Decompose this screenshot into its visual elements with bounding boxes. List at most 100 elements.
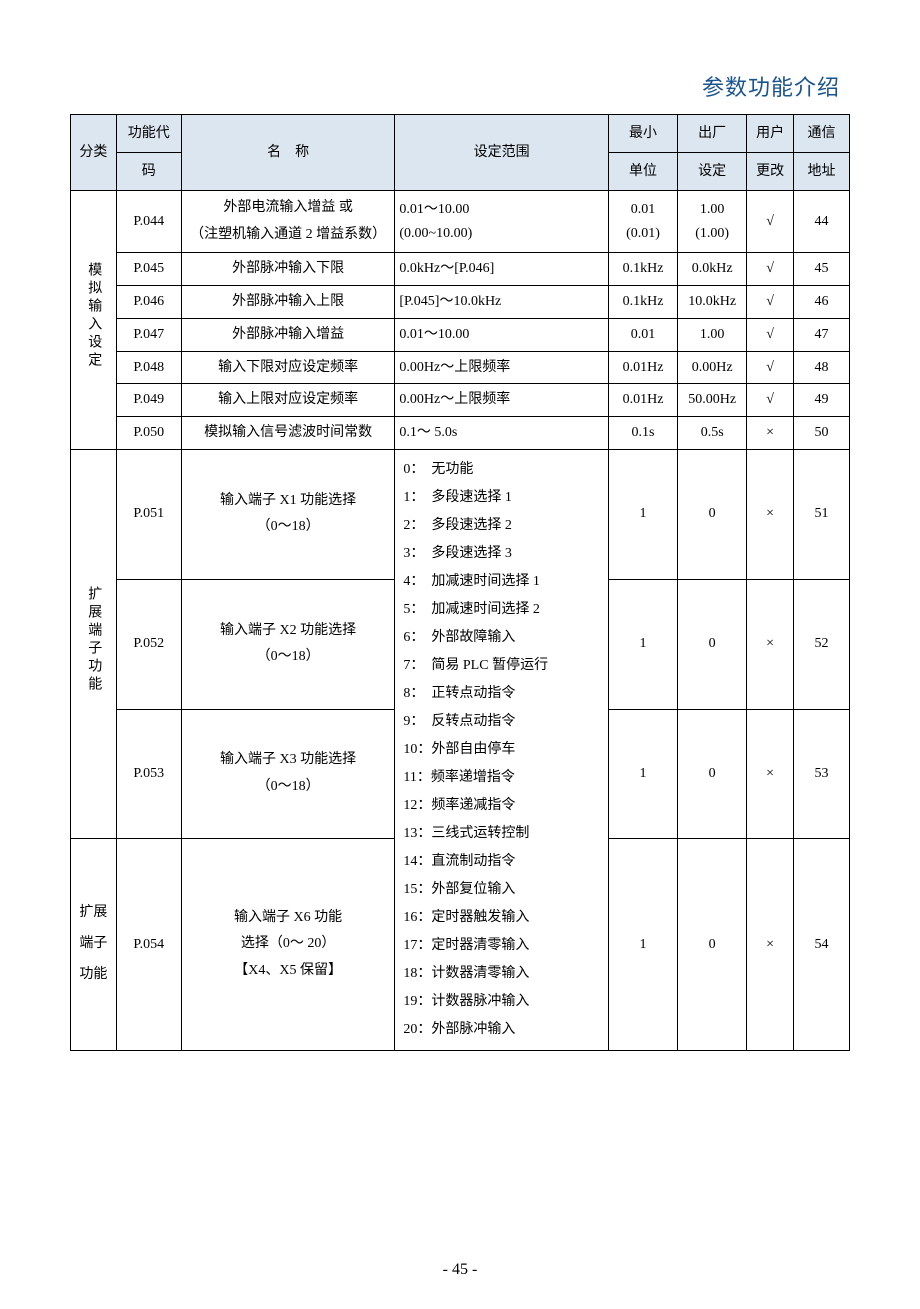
unit-cell: 0.01Hz	[608, 384, 677, 417]
range-cell: 0.0kHz～[P.046]	[395, 253, 609, 286]
code-cell: P.054	[116, 839, 181, 1051]
fact-cell: 10.0kHz	[678, 285, 747, 318]
code-cell: P.053	[116, 709, 181, 839]
user-cell: ×	[747, 839, 794, 1051]
name-cell: 输入端子 X3 功能选择 （0～18）	[181, 709, 395, 839]
name-cell: 输入端子 X6 功能 选择（0～ 20） 【X4、X5 保留】	[181, 839, 395, 1051]
unit-cell: 0.01	[608, 318, 677, 351]
addr-cell: 52	[794, 579, 850, 709]
table-row: 扩展端子功能 P.051 输入端子 X1 功能选择 （0～18） 0： 无功能 …	[71, 449, 850, 579]
range-cell: 0.01～10.00	[395, 318, 609, 351]
name-cell: 输入下限对应设定频率	[181, 351, 395, 384]
user-cell: √	[747, 384, 794, 417]
hdr-unit-l2: 单位	[608, 153, 677, 191]
hdr-user-l1: 用户	[747, 115, 794, 153]
hdr-category: 分类	[71, 115, 117, 191]
unit-cell: 1	[608, 449, 677, 579]
code-cell: P.050	[116, 417, 181, 450]
table-row: P.048 输入下限对应设定频率 0.00Hz～上限频率 0.01Hz 0.00…	[71, 351, 850, 384]
code-cell: P.048	[116, 351, 181, 384]
hdr-addr-l1: 通信	[794, 115, 850, 153]
category-ext-terminal: 扩展端子功能	[71, 449, 117, 838]
category-ext-terminal-2: 扩展 端子 功能	[71, 839, 117, 1051]
unit-cell: 0.1kHz	[608, 253, 677, 286]
user-cell: ×	[747, 579, 794, 709]
fact-cell: 0	[678, 709, 747, 839]
range-cell: 0.01～10.00 (0.00~10.00)	[395, 191, 609, 253]
user-cell: √	[747, 285, 794, 318]
name-cell: 输入端子 X2 功能选择 （0～18）	[181, 579, 395, 709]
range-cell: 0.00Hz～上限频率	[395, 351, 609, 384]
range-option-list: 0： 无功能 1： 多段速选择 1 2： 多段速选择 2 3： 多段速选择 3 …	[395, 449, 609, 1050]
table-row: 模拟输入设定 P.044 外部电流输入增益 或 （注塑机输入通道 2 增益系数）…	[71, 191, 850, 253]
fact-cell: 0	[678, 449, 747, 579]
user-cell: √	[747, 318, 794, 351]
table-row: P.050 模拟输入信号滤波时间常数 0.1～ 5.0s 0.1s 0.5s ×…	[71, 417, 850, 450]
addr-cell: 50	[794, 417, 850, 450]
unit-cell: 0.1kHz	[608, 285, 677, 318]
user-cell: √	[747, 253, 794, 286]
code-cell: P.049	[116, 384, 181, 417]
user-cell: ×	[747, 709, 794, 839]
addr-cell: 51	[794, 449, 850, 579]
user-cell: √	[747, 191, 794, 253]
code-cell: P.046	[116, 285, 181, 318]
hdr-name: 名 称	[181, 115, 395, 191]
fact-cell: 0.5s	[678, 417, 747, 450]
table-row: P.047 外部脉冲输入增益 0.01～10.00 0.01 1.00 √ 47	[71, 318, 850, 351]
fact-cell: 0.0kHz	[678, 253, 747, 286]
code-cell: P.045	[116, 253, 181, 286]
range-cell: [P.045]～10.0kHz	[395, 285, 609, 318]
table-header: 分类 功能代 名 称 设定范围 最小 出厂 用户 通信 码 单位 设定 更改 地…	[71, 115, 850, 191]
hdr-fact-l1: 出厂	[678, 115, 747, 153]
fact-cell: 0	[678, 579, 747, 709]
fact-cell: 0.00Hz	[678, 351, 747, 384]
hdr-code-l1: 功能代	[116, 115, 181, 153]
params-table: 分类 功能代 名 称 设定范围 最小 出厂 用户 通信 码 单位 设定 更改 地…	[70, 114, 850, 1051]
fact-cell: 0	[678, 839, 747, 1051]
hdr-code-l2: 码	[116, 153, 181, 191]
range-cell: 0.1～ 5.0s	[395, 417, 609, 450]
code-cell: P.052	[116, 579, 181, 709]
code-cell: P.044	[116, 191, 181, 253]
hdr-range: 设定范围	[395, 115, 609, 191]
table-row: P.046 外部脉冲输入上限 [P.045]～10.0kHz 0.1kHz 10…	[71, 285, 850, 318]
table-row: P.045 外部脉冲输入下限 0.0kHz～[P.046] 0.1kHz 0.0…	[71, 253, 850, 286]
fact-cell: 50.00Hz	[678, 384, 747, 417]
addr-cell: 44	[794, 191, 850, 253]
code-cell: P.051	[116, 449, 181, 579]
name-cell: 输入端子 X1 功能选择 （0～18）	[181, 449, 395, 579]
addr-cell: 45	[794, 253, 850, 286]
code-cell: P.047	[116, 318, 181, 351]
name-cell: 外部电流输入增益 或 （注塑机输入通道 2 增益系数）	[181, 191, 395, 253]
category-analog-input: 模拟输入设定	[71, 191, 117, 450]
user-cell: √	[747, 351, 794, 384]
name-cell: 模拟输入信号滤波时间常数	[181, 417, 395, 450]
unit-cell: 1	[608, 579, 677, 709]
fact-cell: 1.00 (1.00)	[678, 191, 747, 253]
name-cell: 外部脉冲输入下限	[181, 253, 395, 286]
addr-cell: 49	[794, 384, 850, 417]
addr-cell: 47	[794, 318, 850, 351]
hdr-addr-l2: 地址	[794, 153, 850, 191]
page-number: - 45 -	[0, 1261, 920, 1279]
hdr-unit-l1: 最小	[608, 115, 677, 153]
addr-cell: 54	[794, 839, 850, 1051]
hdr-fact-l2: 设定	[678, 153, 747, 191]
unit-cell: 0.01Hz	[608, 351, 677, 384]
user-cell: ×	[747, 449, 794, 579]
unit-cell: 1	[608, 839, 677, 1051]
addr-cell: 48	[794, 351, 850, 384]
page-title: 参数功能介绍	[70, 70, 850, 102]
name-cell: 外部脉冲输入增益	[181, 318, 395, 351]
table-row: P.049 输入上限对应设定频率 0.00Hz～上限频率 0.01Hz 50.0…	[71, 384, 850, 417]
name-cell: 输入上限对应设定频率	[181, 384, 395, 417]
hdr-user-l2: 更改	[747, 153, 794, 191]
name-cell: 外部脉冲输入上限	[181, 285, 395, 318]
fact-cell: 1.00	[678, 318, 747, 351]
addr-cell: 46	[794, 285, 850, 318]
user-cell: ×	[747, 417, 794, 450]
unit-cell: 1	[608, 709, 677, 839]
range-cell: 0.00Hz～上限频率	[395, 384, 609, 417]
unit-cell: 0.01 (0.01)	[608, 191, 677, 253]
